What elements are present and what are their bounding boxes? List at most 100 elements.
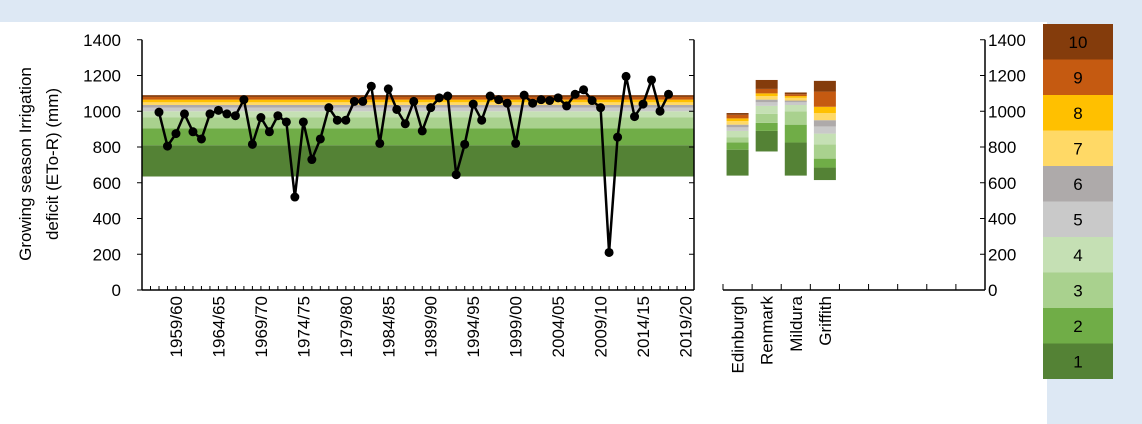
band-class-1 xyxy=(142,145,694,177)
legend-label-7: 7 xyxy=(1073,139,1082,158)
deficit-point xyxy=(485,91,495,101)
deficit-point xyxy=(579,85,589,95)
deficit-point xyxy=(213,105,223,115)
bar-renmark-class-5 xyxy=(755,102,778,106)
deficit-point xyxy=(655,106,665,116)
deficit-point xyxy=(536,95,546,105)
deficit-point xyxy=(222,109,232,119)
left-y-tick-label: 200 xyxy=(93,245,121,264)
legend-swatch-6 xyxy=(1043,166,1113,202)
deficit-point xyxy=(239,95,249,105)
legend-label-4: 4 xyxy=(1073,246,1082,265)
deficit-point xyxy=(426,103,436,113)
deficit-point xyxy=(477,115,487,125)
legend-swatch-1 xyxy=(1043,343,1113,379)
deficit-point xyxy=(417,126,427,136)
bar-edinburgh-class-9 xyxy=(726,114,749,119)
left-y-tick-label: 600 xyxy=(93,174,121,193)
bar-mildura-class-6 xyxy=(784,100,807,103)
band-class-6 xyxy=(142,104,694,108)
bar-edinburgh-class-10 xyxy=(726,113,749,115)
timeseries-line-series xyxy=(154,71,674,257)
band-class-10 xyxy=(142,95,694,97)
timeseries-x-tick-labels: 1959/60 1964/65 1969/70 1974/75 1979/80 1984/… xyxy=(167,296,696,357)
deficit-point xyxy=(519,90,529,100)
bar-category-label: Griffith xyxy=(816,296,835,346)
legend-swatch-8 xyxy=(1043,95,1113,131)
deficit-point xyxy=(290,192,300,202)
x-tick-label: 1994/95 xyxy=(464,296,483,357)
deficit-point xyxy=(621,71,631,81)
bar-renmark-class-10 xyxy=(755,79,778,89)
x-tick-label: 1964/65 xyxy=(209,296,228,357)
bar-renmark-class-3 xyxy=(755,113,778,123)
x-tick-label: 2004/05 xyxy=(549,296,568,357)
deficit-point xyxy=(315,134,325,144)
bar-mildura-class-9 xyxy=(784,94,807,97)
deficit-point xyxy=(570,89,580,99)
legend-swatch-9 xyxy=(1043,59,1113,95)
right-axis-tick-labels: 0 200 400 600 800 1000 1200 1400 xyxy=(988,31,1026,300)
deficit-point xyxy=(154,107,164,117)
right-y-tick-label: 800 xyxy=(988,138,1016,157)
band-class-9 xyxy=(142,96,694,100)
bar-edinburgh-class-5 xyxy=(726,127,749,131)
bar-mildura-class-5 xyxy=(784,102,807,105)
legend-swatch-3 xyxy=(1043,272,1113,308)
deficit-point xyxy=(196,134,206,144)
deficit-point xyxy=(494,95,504,105)
bar-renmark-class-2 xyxy=(755,122,778,131)
left-y-tick-label: 400 xyxy=(93,210,121,229)
deficit-point xyxy=(511,138,521,148)
y-axis-title-line1: Growing season Irrigation xyxy=(16,67,35,261)
deficit-point xyxy=(528,98,538,108)
legend-swatch-4 xyxy=(1043,237,1113,273)
right-y-tick-label: 1000 xyxy=(988,102,1026,121)
bar-edinburgh-class-2 xyxy=(726,142,749,150)
band-class-2 xyxy=(142,128,694,146)
x-tick-label: 1984/85 xyxy=(379,296,398,357)
deficit-point xyxy=(647,75,657,85)
bar-mildura-class-2 xyxy=(784,124,807,143)
deficit-point xyxy=(383,84,393,94)
bar-category-label: Edinburgh xyxy=(729,296,748,374)
band-class-7 xyxy=(142,102,694,105)
deficit-point xyxy=(332,115,342,125)
legend-label-6: 6 xyxy=(1073,175,1082,194)
deficit-point xyxy=(604,247,614,257)
bar-renmark-class-6 xyxy=(755,99,778,103)
deficit-point xyxy=(392,104,402,114)
deficit-point xyxy=(375,138,385,148)
stacked-bars xyxy=(726,79,836,181)
bar-griffith-class-2 xyxy=(813,158,836,168)
deficit-point xyxy=(587,96,597,106)
legend-label-9: 9 xyxy=(1073,68,1082,87)
deficit-point xyxy=(400,119,410,129)
legend-label-1: 1 xyxy=(1073,352,1082,371)
x-tick-label: 2019/20 xyxy=(677,296,696,357)
deficit-point xyxy=(264,127,274,137)
legend-label-10: 10 xyxy=(1069,33,1088,52)
bar-mildura-class-7 xyxy=(784,97,807,101)
band-class-3 xyxy=(142,117,694,129)
bar-edinburgh-class-7 xyxy=(726,121,749,125)
x-tick-label: 2009/10 xyxy=(592,296,611,357)
bar-renmark-class-9 xyxy=(755,88,778,94)
deficit-point xyxy=(664,89,674,99)
bar-griffith-class-6 xyxy=(813,120,836,127)
band-class-5 xyxy=(142,107,694,112)
bar-mildura-class-3 xyxy=(784,111,807,125)
x-tick-label: 1974/75 xyxy=(294,296,313,357)
bar-edinburgh-class-1 xyxy=(726,149,749,176)
legend-label-8: 8 xyxy=(1073,104,1082,123)
deficit-point xyxy=(230,111,240,121)
legend-label-3: 3 xyxy=(1073,281,1082,300)
left-y-tick-label: 1200 xyxy=(83,67,121,86)
deficit-point xyxy=(358,96,368,106)
x-tick-label: 2014/15 xyxy=(634,296,653,357)
deficit-point xyxy=(502,98,512,108)
bar-mildura-class-1 xyxy=(784,142,807,176)
top-strip xyxy=(0,0,1142,22)
x-tick-label: 1989/90 xyxy=(422,296,441,357)
